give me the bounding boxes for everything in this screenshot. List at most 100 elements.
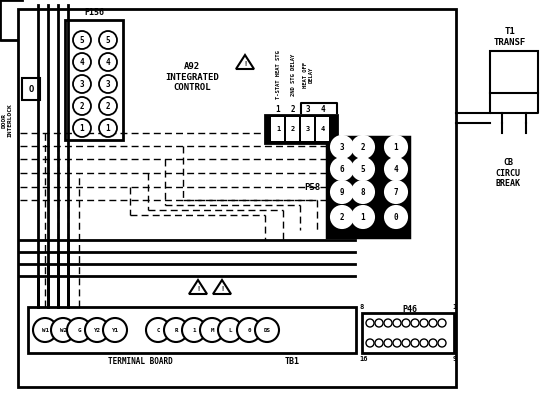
Circle shape	[385, 158, 407, 180]
Text: L: L	[228, 327, 232, 333]
Text: Y1: Y1	[111, 327, 119, 333]
Text: P58: P58	[304, 182, 320, 192]
Text: TB1: TB1	[285, 357, 300, 365]
Text: 2ND STG DELAY: 2ND STG DELAY	[290, 54, 295, 96]
Circle shape	[352, 158, 374, 180]
Text: 1: 1	[453, 304, 457, 310]
Circle shape	[99, 75, 117, 93]
Bar	[362, 313, 454, 353]
Polygon shape	[213, 280, 231, 294]
Text: !: !	[196, 286, 200, 292]
Text: 0: 0	[247, 327, 251, 333]
Text: Y2: Y2	[94, 327, 100, 333]
Text: 3: 3	[106, 79, 110, 88]
Text: 3: 3	[306, 105, 310, 113]
Bar	[316, 117, 329, 141]
Circle shape	[85, 318, 109, 342]
Text: P46: P46	[403, 305, 418, 314]
Circle shape	[73, 53, 91, 71]
Text: HEAT OFF
DELAY: HEAT OFF DELAY	[302, 62, 314, 88]
Text: 5: 5	[361, 164, 365, 173]
Circle shape	[402, 319, 410, 327]
Circle shape	[420, 339, 428, 347]
Circle shape	[375, 319, 383, 327]
Circle shape	[73, 97, 91, 115]
Circle shape	[73, 119, 91, 137]
Text: 2: 2	[340, 213, 345, 222]
Text: !: !	[220, 286, 224, 292]
Circle shape	[331, 181, 353, 203]
Text: 4: 4	[394, 164, 398, 173]
Circle shape	[182, 318, 206, 342]
Bar	[22, 78, 40, 100]
Circle shape	[385, 206, 407, 228]
Bar	[301, 117, 314, 141]
Polygon shape	[236, 55, 254, 69]
Circle shape	[331, 158, 353, 180]
Bar	[286, 117, 299, 141]
Text: 2: 2	[106, 102, 110, 111]
Text: 5: 5	[80, 36, 84, 45]
Circle shape	[384, 319, 392, 327]
Text: 16: 16	[359, 356, 367, 362]
Circle shape	[200, 318, 224, 342]
Circle shape	[73, 75, 91, 93]
Text: 4: 4	[106, 58, 110, 66]
Text: TERMINAL BOARD: TERMINAL BOARD	[107, 357, 172, 365]
Circle shape	[385, 181, 407, 203]
Text: M: M	[211, 327, 214, 333]
Bar	[28, 307, 356, 353]
Text: 5: 5	[106, 36, 110, 45]
Circle shape	[402, 339, 410, 347]
Circle shape	[393, 319, 401, 327]
Circle shape	[164, 318, 188, 342]
Circle shape	[420, 319, 428, 327]
Text: 1: 1	[192, 327, 196, 333]
Text: 9: 9	[453, 356, 457, 362]
Text: T1
TRANSF: T1 TRANSF	[494, 27, 526, 47]
Circle shape	[366, 339, 374, 347]
Text: DS: DS	[264, 327, 270, 333]
Text: 4: 4	[80, 58, 84, 66]
Circle shape	[99, 119, 117, 137]
Circle shape	[411, 319, 419, 327]
Circle shape	[438, 339, 446, 347]
Circle shape	[73, 31, 91, 49]
Circle shape	[33, 318, 57, 342]
Text: 9: 9	[340, 188, 345, 196]
Text: T-STAT HEAT STG: T-STAT HEAT STG	[275, 51, 280, 100]
Circle shape	[366, 319, 374, 327]
Circle shape	[99, 53, 117, 71]
Text: 0: 0	[394, 213, 398, 222]
Circle shape	[146, 318, 170, 342]
Text: 4: 4	[321, 105, 325, 113]
Text: 1: 1	[276, 126, 280, 132]
Text: 1: 1	[106, 124, 110, 132]
Text: 8: 8	[359, 304, 363, 310]
Circle shape	[255, 318, 279, 342]
Text: 3: 3	[80, 79, 84, 88]
Circle shape	[218, 318, 242, 342]
Text: W2: W2	[59, 327, 66, 333]
Circle shape	[438, 319, 446, 327]
Circle shape	[384, 339, 392, 347]
Circle shape	[99, 31, 117, 49]
Bar	[65, 20, 123, 140]
Circle shape	[67, 318, 91, 342]
Circle shape	[51, 318, 75, 342]
Circle shape	[103, 318, 127, 342]
Polygon shape	[189, 280, 207, 294]
Bar	[265, 115, 337, 143]
Text: R: R	[175, 327, 178, 333]
Bar	[271, 117, 284, 141]
Text: W1: W1	[42, 327, 49, 333]
Circle shape	[411, 339, 419, 347]
Text: 1: 1	[394, 143, 398, 152]
Circle shape	[429, 319, 437, 327]
Text: 1: 1	[361, 213, 365, 222]
Text: CB
CIRCU
BREAK: CB CIRCU BREAK	[495, 158, 521, 188]
Circle shape	[99, 97, 117, 115]
Text: 4: 4	[321, 126, 325, 132]
Circle shape	[352, 181, 374, 203]
Text: 1: 1	[276, 105, 280, 113]
